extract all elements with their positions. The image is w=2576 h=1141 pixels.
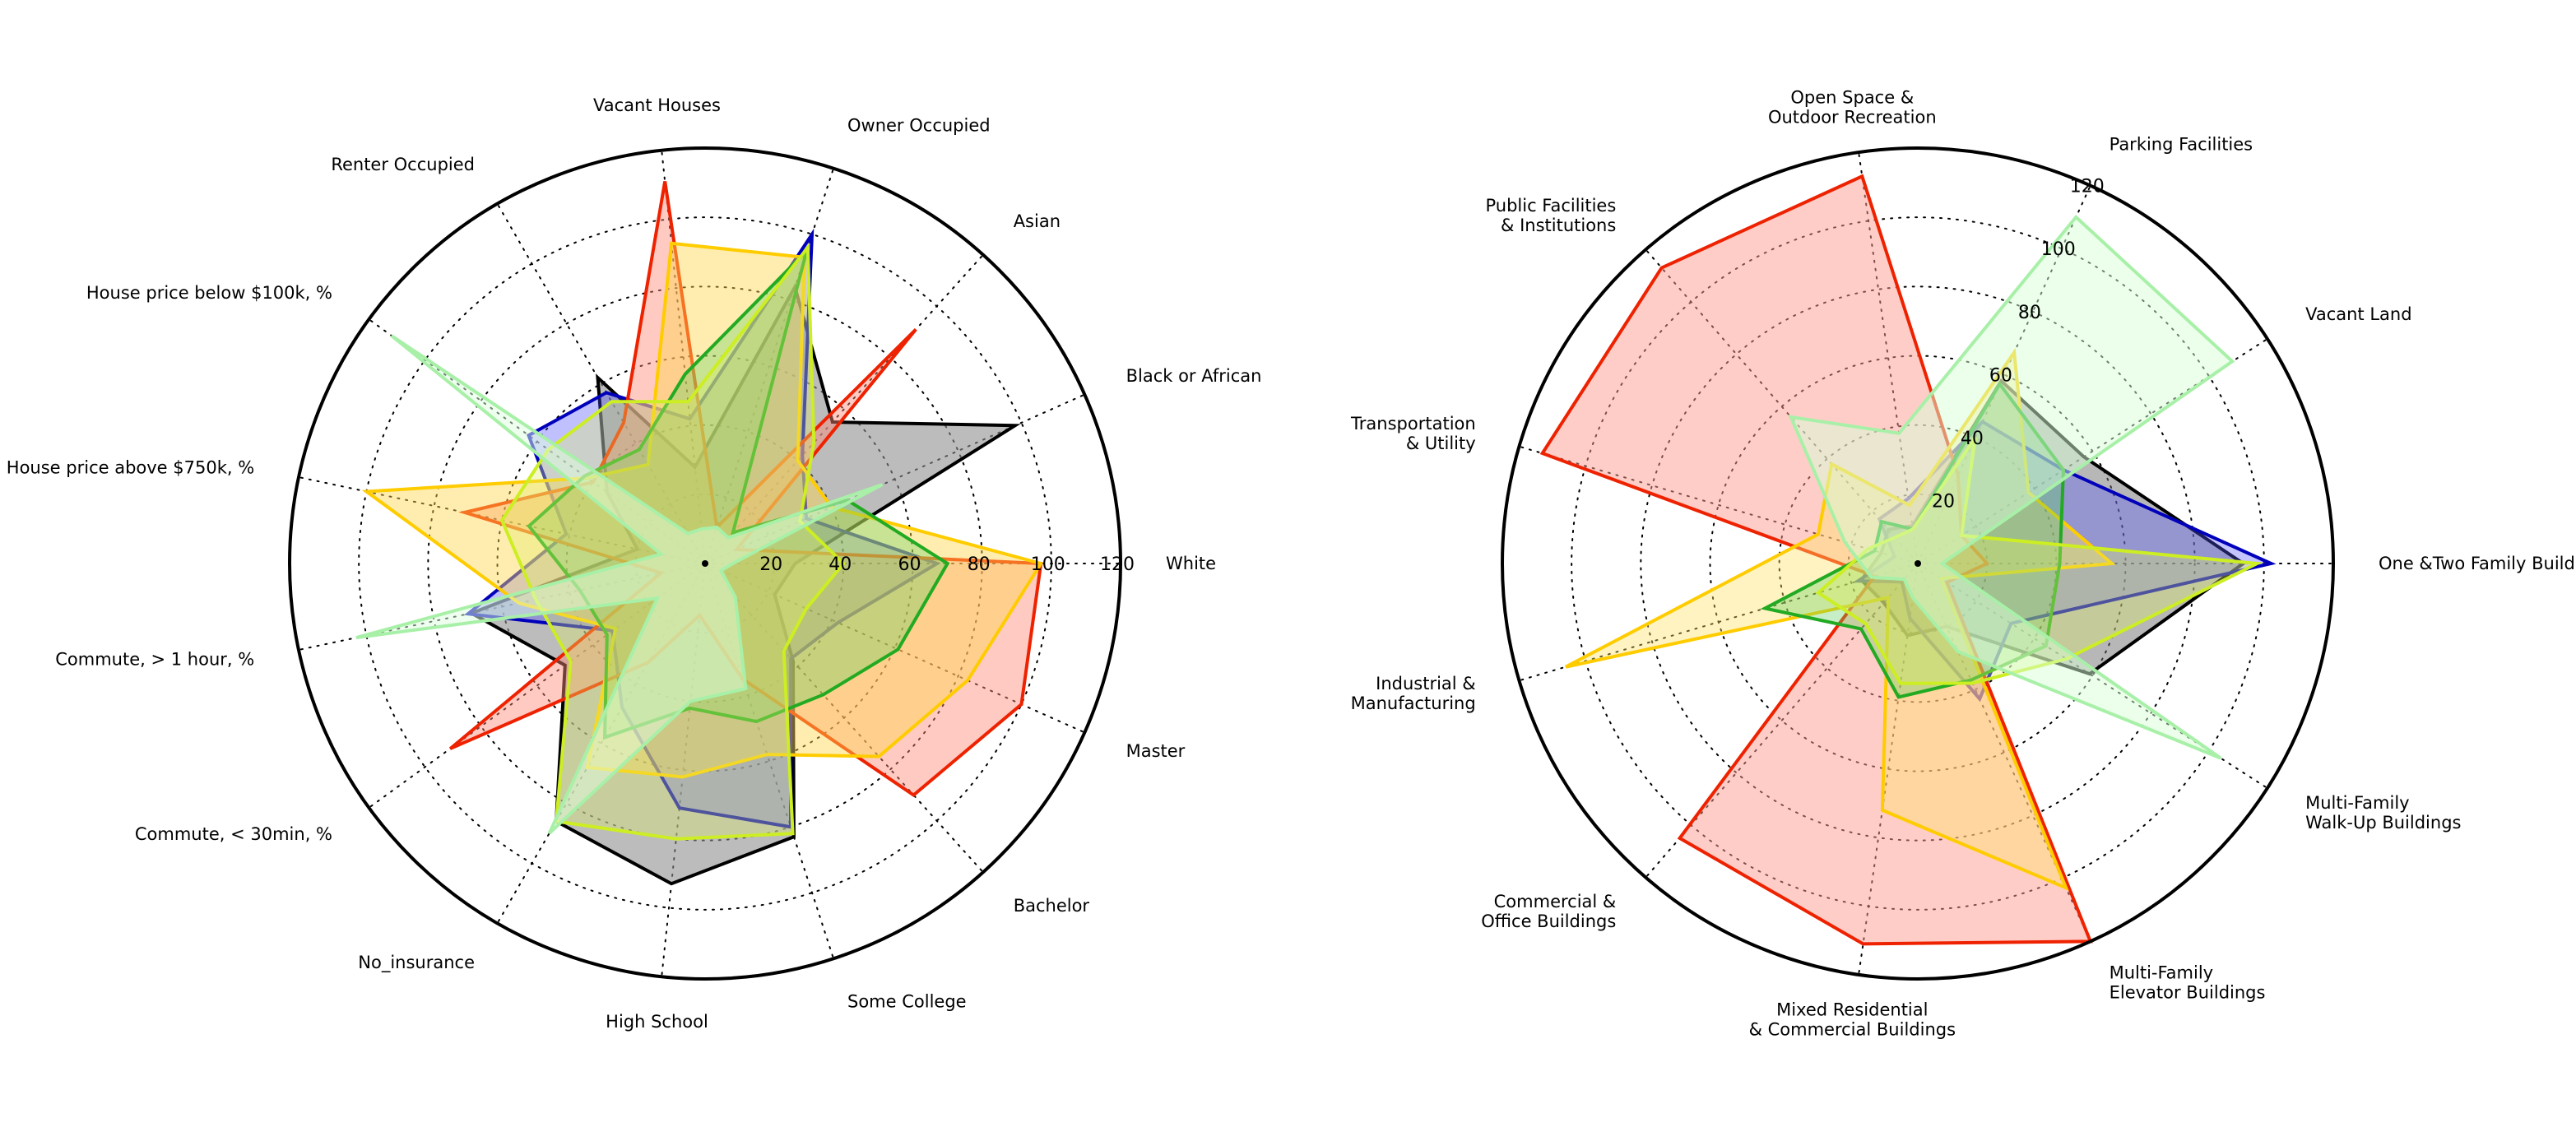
axis-spoke xyxy=(704,563,984,874)
axis-label-commercial-office-buildings: Commercial & Office Buildings xyxy=(1481,892,1616,931)
axis-label-owner-occupied: Owner Occupied xyxy=(847,115,991,135)
axis-label-open-space-outdoor-recreation: Open Space & Outdoor Recreation xyxy=(1768,88,1937,128)
axis-label-line: One &Two Family Buildings xyxy=(2379,554,2576,573)
axis-label-asian: Asian xyxy=(1014,211,1061,231)
series-light-green-polygon xyxy=(355,334,884,835)
axis-label-public-facilities-institutions: Public Facilities & Institutions xyxy=(1485,196,1616,235)
axis-label-line: & Utility xyxy=(1406,434,1476,453)
r-tick-label: 100 xyxy=(1031,554,1065,575)
axis-label-house-price-above-750k: House price above $750k, % xyxy=(7,458,254,478)
series-light-green-polygon xyxy=(1788,214,2235,760)
center-point xyxy=(702,560,708,567)
r-tick-label: 120 xyxy=(1100,554,1135,575)
grid-ring xyxy=(427,285,983,842)
axis-label-line: & Institutions xyxy=(1501,216,1616,235)
axis-label-line: Multi-Family xyxy=(2110,962,2213,982)
axis-label-multi-family-walk-up-buildings: Multi-Family Walk-Up Buildings xyxy=(2305,793,2461,833)
center-point xyxy=(1915,560,1921,567)
axis-label-line: House price below $100k, % xyxy=(86,283,332,303)
axis-label-black-or-african: Black or African xyxy=(1126,366,1262,386)
axis-label-line: Walk-Up Buildings xyxy=(2305,813,2461,833)
axis-label-no-insurance: No_insurance xyxy=(358,953,475,973)
axis-label-some-college: Some College xyxy=(847,992,967,1012)
axis-label-line: No_insurance xyxy=(358,953,475,973)
axis-label-line: High School xyxy=(606,1012,708,1032)
axis-label-one-two-family-buildings: One &Two Family Buildings xyxy=(2379,554,2576,573)
axis-label-line: Open Space & xyxy=(1790,88,1914,108)
axis-label-line: Owner Occupied xyxy=(847,115,991,135)
axis-label-transportation-utility: Transportation & Utility xyxy=(1350,414,1476,453)
axis-label-line: Office Buildings xyxy=(1481,911,1616,931)
r-tick-label: 40 xyxy=(1961,429,1984,449)
axis-label-line: Commute, < 30min, % xyxy=(135,824,332,844)
r-tick-label: 60 xyxy=(898,554,921,575)
axis-label-commute-1-hour: Commute, > 1 hour, % xyxy=(55,649,254,669)
axis-label-line: Outdoor Recreation xyxy=(1768,108,1937,128)
axis-label-vacant-houses: Vacant Houses xyxy=(593,95,721,115)
axis-label-multi-family-elevator-buildings: Multi-Family Elevator Buildings xyxy=(2110,962,2266,1002)
r-tick-label: 60 xyxy=(1989,365,2012,386)
axis-label-line: Multi-Family xyxy=(2305,793,2409,813)
axis-label-line: Some College xyxy=(847,992,967,1012)
axis-spoke xyxy=(368,563,706,809)
axis-spoke xyxy=(661,149,706,564)
r-tick-label: 20 xyxy=(1932,491,1955,512)
axis-label-bachelor: Bachelor xyxy=(1014,896,1090,916)
axis-label-high-school: High School xyxy=(606,1012,708,1032)
series-red-polygon xyxy=(448,181,1043,798)
axis-spoke xyxy=(704,253,984,564)
r-tick-label: 80 xyxy=(2018,303,2041,323)
axis-label-line: Parking Facilities xyxy=(2110,135,2253,155)
axis-label-renter-occupied: Renter Occupied xyxy=(331,155,475,174)
axis-label-industrial-manufacturing: Industrial & Manufacturing xyxy=(1351,674,1476,713)
axis-label-line: Transportation xyxy=(1350,414,1476,434)
axis-label-commute-30min: Commute, < 30min, % xyxy=(135,824,332,844)
r-tick-label: 120 xyxy=(2070,177,2105,197)
radar-frame xyxy=(1501,146,2335,981)
axis-label-line: Elevator Buildings xyxy=(2110,982,2266,1002)
r-tick-label: 100 xyxy=(2041,239,2076,260)
axis-label-house-price-below-100k: House price below $100k, % xyxy=(86,283,332,303)
axis-label-line: White xyxy=(1166,554,1216,573)
r-tick-label: 20 xyxy=(759,554,782,575)
radar-chart-demographics: 20 40 60 80 100 120 White Black or African Asian… xyxy=(7,95,1262,1032)
series-green-polygon xyxy=(527,245,950,740)
axis-label-line: Vacant Houses xyxy=(593,95,721,115)
axis-label-line: Industrial & xyxy=(1376,674,1476,693)
axis-label-line: Public Facilities xyxy=(1485,196,1616,216)
axis-label-line: Commercial & xyxy=(1494,892,1617,911)
axis-label-line: Vacant Land xyxy=(2305,304,2411,324)
axis-label-parking-facilities: Parking Facilities xyxy=(2110,135,2253,155)
axis-label-line: Bachelor xyxy=(1014,896,1090,916)
axis-label-line: Commute, > 1 hour, % xyxy=(55,649,254,669)
r-tick-label: 80 xyxy=(968,554,991,575)
axis-label-line: Mixed Residential xyxy=(1776,1000,1928,1019)
series-yellow-polygon xyxy=(361,241,1044,779)
axis-label-line: & Commercial Buildings xyxy=(1749,1019,1956,1039)
r-tick-label: 40 xyxy=(828,554,852,575)
axis-label-white: White xyxy=(1166,554,1216,573)
axis-label-mixed-residential-commercial-buildings: Mixed Residential & Commercial Buildings xyxy=(1749,1000,1956,1039)
axis-label-line: House price above $750k, % xyxy=(7,458,254,478)
axis-label-line: Manufacturing xyxy=(1351,693,1476,713)
axis-label-master: Master xyxy=(1126,741,1186,761)
axis-label-line: Black or African xyxy=(1126,366,1262,386)
axis-label-line: Master xyxy=(1126,741,1186,761)
radar-chart-land-use: 20 40 60 80 100 120 One &Two Family Buildings V… xyxy=(1350,88,2576,1040)
radar-frame xyxy=(288,146,1122,981)
axis-label-line: Renter Occupied xyxy=(331,155,475,174)
axis-label-line: Asian xyxy=(1014,211,1061,231)
axis-label-vacant-land: Vacant Land xyxy=(2305,304,2411,324)
